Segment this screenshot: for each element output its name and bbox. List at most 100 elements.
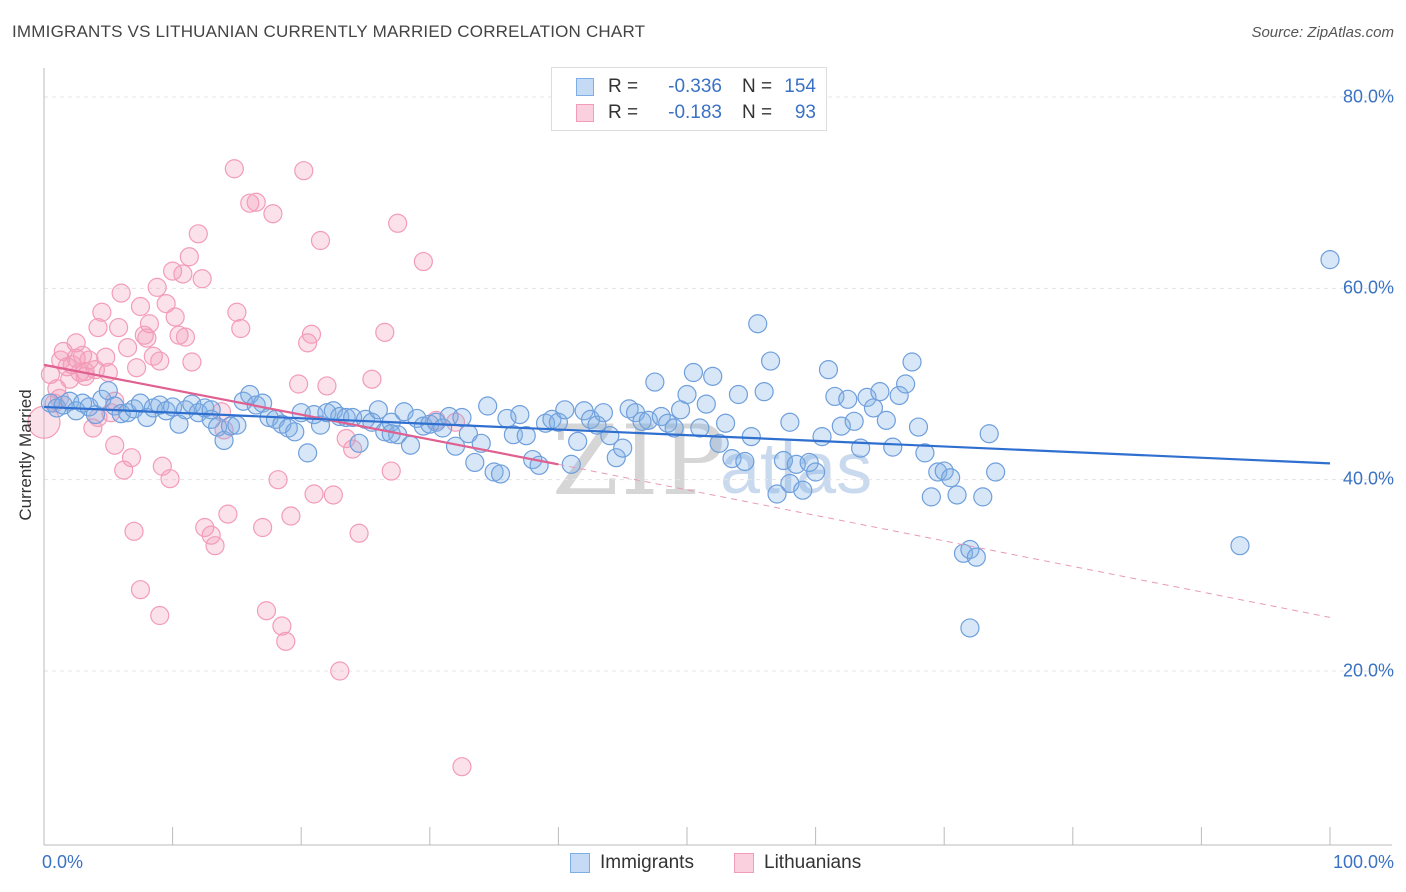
- immigrants-point: [548, 412, 569, 432]
- y-tick-label: 20.0%: [1342, 660, 1394, 681]
- immigrants-point: [960, 618, 980, 638]
- immigrants-point: [883, 437, 903, 457]
- immigrants-point: [973, 487, 993, 507]
- immigrants-point: [201, 400, 221, 420]
- immigrants-point: [793, 480, 813, 500]
- lithuanians-point: [256, 601, 277, 621]
- immigrants-point: [1320, 250, 1340, 270]
- lithuanians-point: [147, 277, 167, 297]
- immigrants-point: [632, 411, 652, 431]
- immigrants-point: [754, 382, 774, 402]
- lithuanians-point: [388, 213, 408, 233]
- immigrants-point: [683, 362, 704, 383]
- lithuanians-point: [126, 358, 147, 378]
- immigrants-point: [285, 422, 305, 442]
- immigrants-point: [876, 410, 896, 430]
- legend-r-value: -0.336: [668, 76, 722, 97]
- lithuanians-point: [111, 283, 131, 303]
- lithuanians-point: [139, 314, 160, 334]
- legend-swatch-lithuanians: [576, 104, 594, 122]
- immigrants-point: [555, 400, 575, 420]
- legend-label-immigrants: Immigrants: [600, 852, 694, 873]
- x-tick-label-max: 100.0%: [1332, 852, 1394, 872]
- lithuanians-point: [195, 517, 215, 538]
- legend-row-immigrants: R = -0.336 N = 154: [576, 75, 816, 99]
- y-tick-label: 40.0%: [1342, 468, 1394, 489]
- lithuanians-point: [227, 302, 247, 322]
- lithuanians-point: [452, 757, 472, 777]
- lithuanians-point: [150, 351, 170, 371]
- lithuanians-point: [310, 230, 331, 251]
- immigrants-point: [735, 451, 755, 472]
- immigrants-point: [400, 435, 421, 455]
- immigrants-point: [728, 384, 749, 405]
- legend-r-label: R =: [608, 76, 639, 97]
- lithuanians-point: [66, 333, 86, 353]
- immigrants-point: [510, 405, 530, 425]
- immigrants-point: [870, 382, 890, 402]
- immigrants-point: [812, 427, 832, 447]
- lithuanians-point: [323, 485, 343, 505]
- immigrants-point: [310, 415, 331, 435]
- immigrants-point: [915, 443, 935, 463]
- immigrants-point: [908, 417, 929, 437]
- correlation-legend: R = -0.336 N = 154 R = -0.183 N = 93: [551, 67, 827, 131]
- immigrants-point: [613, 438, 633, 458]
- lithuanians-point: [130, 296, 151, 317]
- lithuanians-point: [336, 428, 356, 449]
- immigrants-point: [838, 389, 858, 409]
- watermark-zip: ZIP: [552, 405, 728, 517]
- immigrants-point: [645, 372, 665, 392]
- lithuanians-point: [192, 269, 212, 289]
- immigrants-point: [677, 384, 697, 405]
- legend-swatch-immigrants: [570, 853, 590, 873]
- lithuanians-point: [218, 504, 238, 524]
- immigrants-point: [844, 411, 864, 431]
- lithuanians-point: [182, 352, 202, 372]
- immigrants-point: [568, 431, 588, 451]
- legend-n-value: 154: [784, 76, 816, 97]
- lithuanians-point: [130, 580, 151, 600]
- immigrants-point: [780, 412, 800, 432]
- lithuanians-point: [179, 247, 199, 267]
- y-axis-label: Currently Married: [16, 389, 35, 521]
- immigrants-point: [690, 418, 710, 438]
- immigrants-point: [638, 410, 659, 430]
- immigrants-point: [818, 360, 839, 380]
- x-tick-label-min: 0.0%: [42, 852, 84, 872]
- lithuanians-trend-extension: [558, 463, 1331, 618]
- lithuanians-point: [201, 525, 221, 545]
- lithuanians-point: [304, 484, 324, 504]
- lithuanians-point: [381, 461, 401, 481]
- lithuanians-point: [276, 631, 296, 651]
- legend-r-value: -0.183: [668, 102, 722, 123]
- immigrants-point: [703, 366, 723, 386]
- lithuanians-point: [124, 521, 144, 541]
- legend-item-immigrants: Immigrants: [570, 852, 694, 874]
- immigrants-point: [799, 452, 819, 473]
- immigrants-point: [587, 415, 607, 435]
- immigrants-point: [1230, 536, 1250, 556]
- immigrants-point: [767, 484, 787, 504]
- immigrants-point: [921, 487, 941, 507]
- lithuanians-point: [92, 302, 112, 322]
- lithuanians-point: [160, 469, 180, 489]
- lithuanians-point: [281, 506, 301, 526]
- immigrants-point: [947, 485, 967, 505]
- lithuanians-point: [205, 536, 225, 556]
- immigrants-point: [896, 374, 916, 394]
- lithuanians-point: [413, 251, 433, 272]
- lithuanians-point: [330, 661, 350, 681]
- lithuanians-point: [27, 405, 61, 439]
- lithuanians-point: [188, 224, 208, 244]
- immigrants-point: [960, 539, 980, 560]
- legend-n-label: N =: [742, 102, 773, 123]
- immigrants-point: [696, 394, 716, 414]
- immigrants-point: [773, 450, 794, 471]
- immigrants-point: [748, 314, 768, 334]
- lithuanians-point: [134, 325, 154, 345]
- lithuanians-point: [165, 307, 185, 327]
- immigrants-point: [760, 351, 781, 371]
- lithuanians-point: [362, 369, 382, 389]
